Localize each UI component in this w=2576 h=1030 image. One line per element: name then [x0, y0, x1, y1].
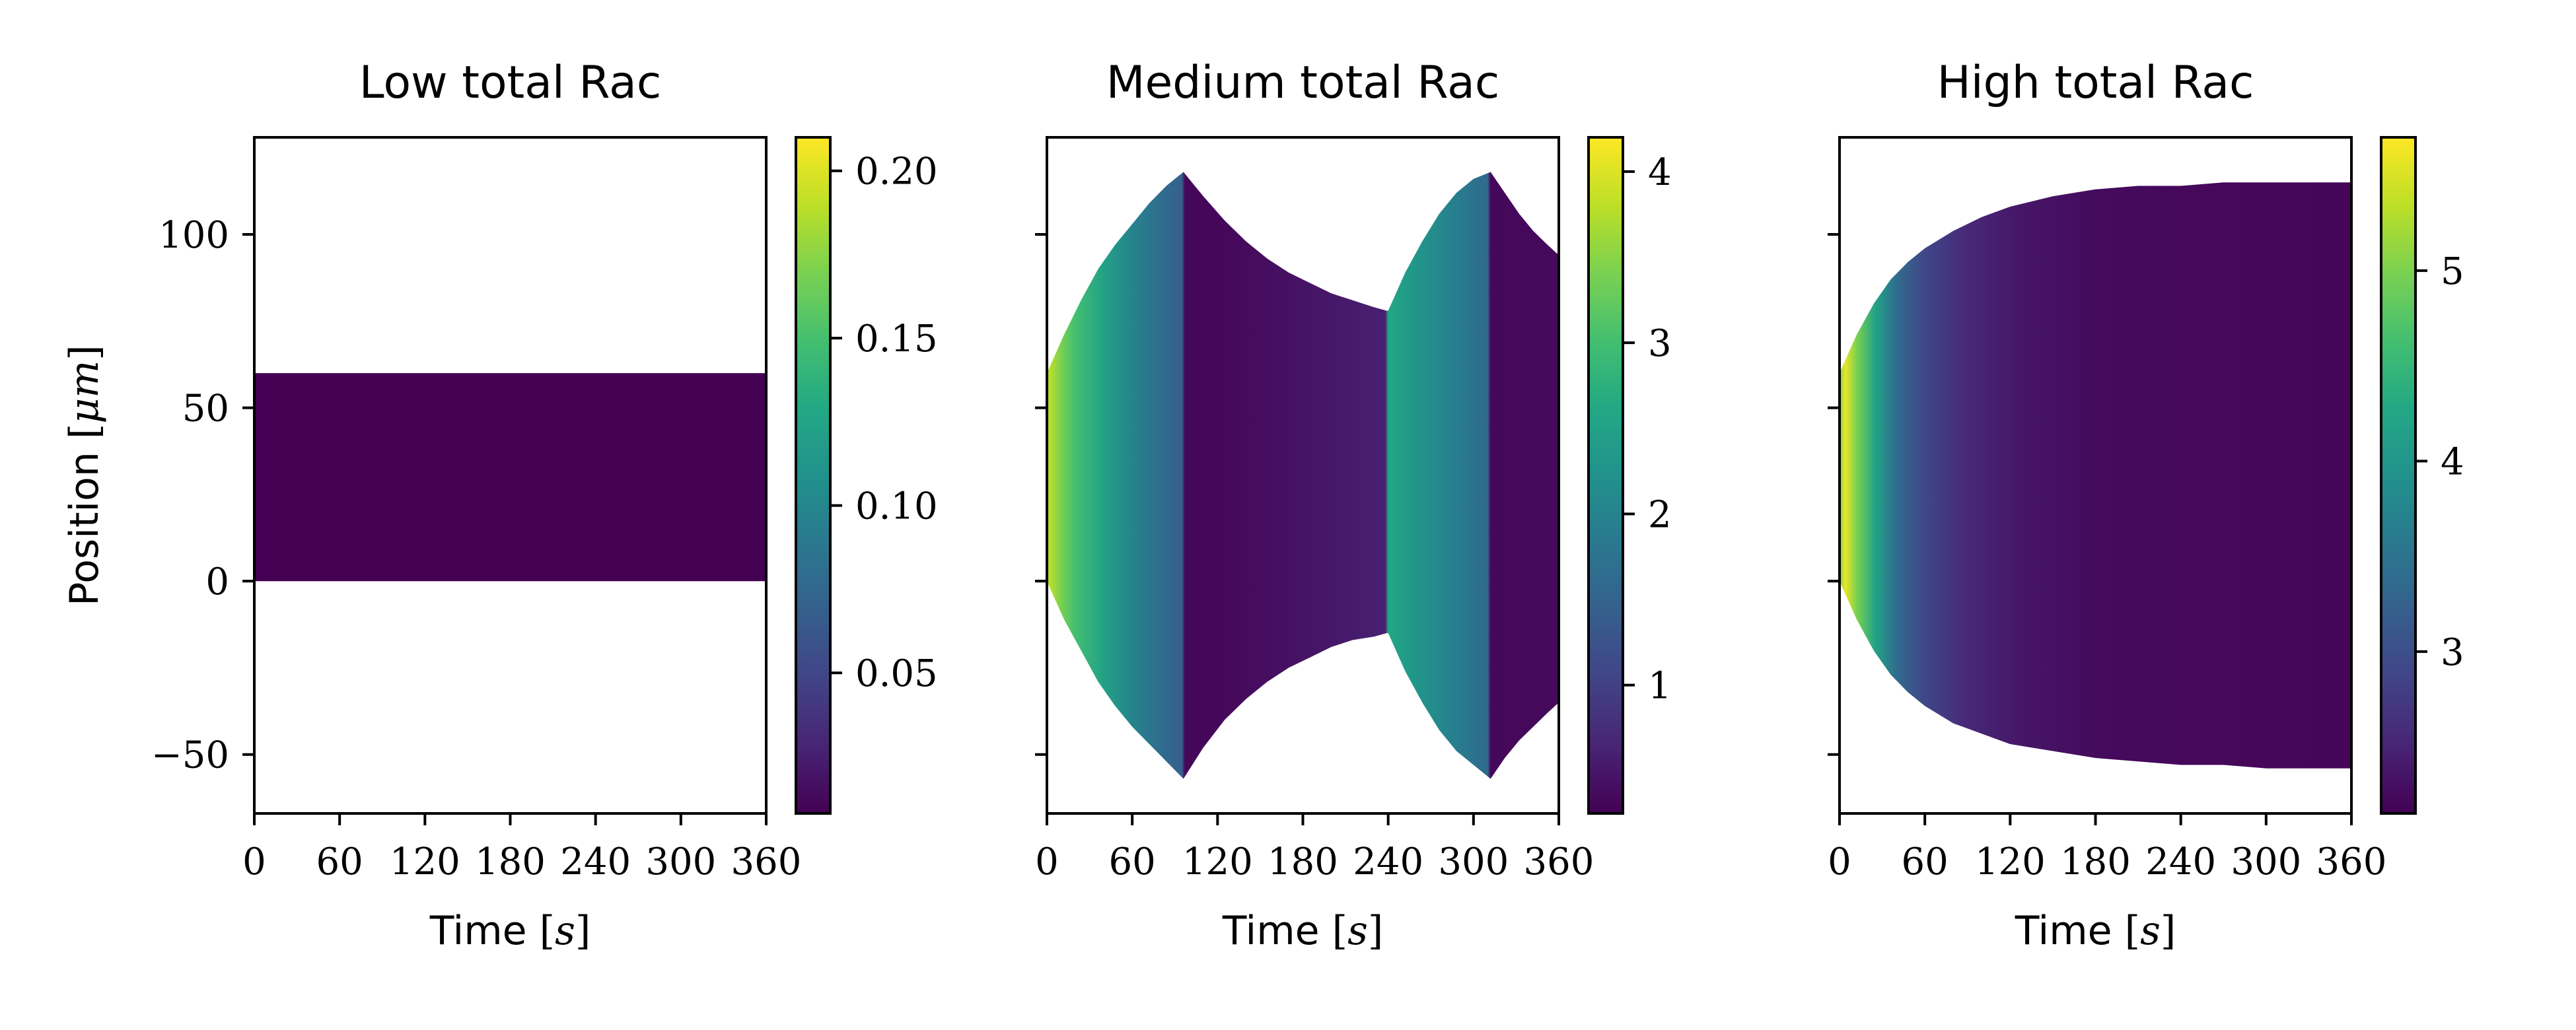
colorbar-tick-label: 5 — [2441, 250, 2464, 293]
cell-region — [1840, 182, 2351, 769]
cell-region — [1047, 172, 1559, 779]
x-tick-label: 120 — [1182, 841, 1253, 883]
colorbar-tick-label: 3 — [2441, 631, 2464, 674]
x-axis-label: Time [s] — [1222, 908, 1384, 954]
panel-title: Low total Rac — [359, 57, 661, 109]
panel-title: High total Rac — [1937, 57, 2254, 109]
x-tick-label: 240 — [1353, 841, 1423, 883]
colorbar-tick-label: 2 — [1648, 493, 1672, 536]
panel-1: Low total Rac 0 60 120 180 240 300 360 Time [s] −… — [61, 57, 938, 954]
x-tick-label: 300 — [2231, 841, 2301, 883]
colorbar — [1587, 136, 1624, 815]
x-axis-label: Time [s] — [2015, 908, 2176, 954]
x-tick-label: 60 — [316, 841, 363, 883]
cell-region — [254, 373, 766, 582]
x-axis-label: Time [s] — [429, 908, 591, 954]
x-tick-label: 240 — [560, 841, 631, 883]
colorbar-tick-label: 3 — [1648, 322, 1672, 365]
x-tick-label: 60 — [1902, 841, 1949, 883]
x-tick-label: 300 — [1438, 841, 1509, 883]
colorbar-tick-label: 1 — [1648, 665, 1672, 708]
x-tick-label: 0 — [1035, 841, 1059, 883]
y-tick-label: 0 — [205, 561, 229, 603]
x-tick-label: 120 — [390, 841, 460, 883]
y-axis-label: Position [μm] — [61, 345, 108, 605]
panel-3: High total Rac 0 60 120 180 240 300 360 Time [s]… — [1828, 57, 2464, 954]
x-tick-label: 120 — [1975, 841, 2046, 883]
x-tick-label: 300 — [645, 841, 716, 883]
colorbar-tick-label: 0.05 — [855, 652, 938, 695]
y-tick-label: 50 — [182, 388, 229, 430]
x-tick-label: 180 — [475, 841, 546, 883]
colorbar-tick-label: 4 — [1648, 151, 1672, 194]
x-tick-label: 240 — [2145, 841, 2216, 883]
x-tick-label: 60 — [1109, 841, 1156, 883]
colorbar-tick-label: 0.20 — [855, 151, 938, 193]
colorbar-tick-label: 0.10 — [855, 485, 938, 528]
x-tick-label: 180 — [2060, 841, 2131, 883]
x-tick-label: 0 — [242, 841, 266, 883]
x-tick-label: 0 — [1828, 841, 1851, 883]
colorbar — [795, 136, 832, 815]
colorbar-tick-label: 4 — [2441, 440, 2464, 483]
y-tick-label: −50 — [151, 734, 229, 777]
x-tick-label: 360 — [1524, 841, 1594, 883]
x-tick-label: 360 — [731, 841, 802, 883]
panel-2: Medium total Rac 0 60 120 180 240 300 360 Time [… — [1035, 57, 1672, 954]
colorbar — [2380, 136, 2417, 815]
panel-title: Medium total Rac — [1106, 57, 1499, 109]
colorbar-tick-label: 0.15 — [855, 318, 938, 360]
y-tick-label: 100 — [159, 214, 229, 257]
x-tick-label: 180 — [1268, 841, 1338, 883]
x-tick-label: 360 — [2316, 841, 2387, 883]
